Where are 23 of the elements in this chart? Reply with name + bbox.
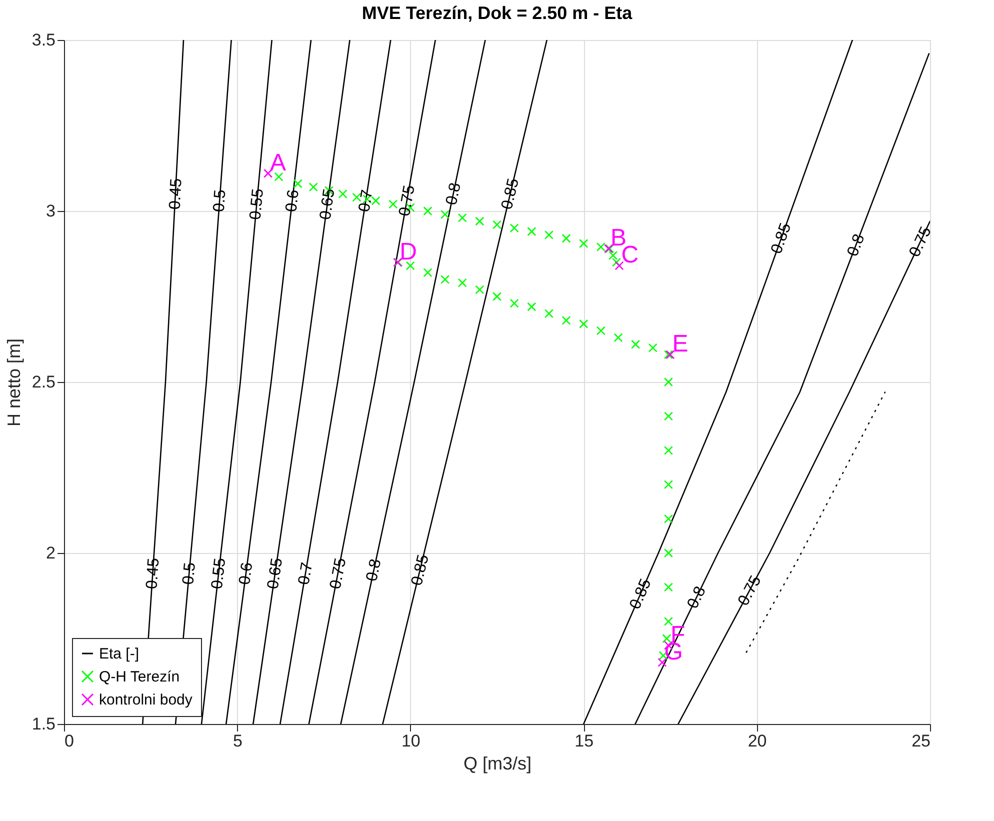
x-tick-label: 25 bbox=[912, 732, 930, 750]
y-tick-label: 3 bbox=[46, 202, 56, 220]
y-axis-title: H netto [m] bbox=[4, 338, 24, 427]
annotation: 0.7 bbox=[356, 188, 376, 214]
legend-label: Q-H Terezín bbox=[99, 668, 180, 686]
x-tick-label: 15 bbox=[574, 732, 594, 750]
annotation: 0.7 bbox=[296, 561, 316, 586]
data-label: E bbox=[672, 330, 688, 358]
x-axis-title: Q [m3/s] bbox=[463, 754, 532, 774]
x-tick-label: 10 bbox=[401, 732, 420, 750]
legend-label: kontrolni body bbox=[99, 692, 193, 708]
y-tick-label: 2 bbox=[46, 544, 56, 562]
x-tick-label: 0 bbox=[64, 732, 74, 750]
x-tick-label: 20 bbox=[748, 732, 767, 750]
legend-label: Eta [-] bbox=[99, 646, 140, 662]
chart-title: MVE Terezín, Dok = 2.50 m - Eta bbox=[362, 3, 634, 23]
data-label: A bbox=[270, 149, 286, 176]
data-label: D bbox=[400, 238, 417, 266]
y-tick-label: 2.5 bbox=[32, 372, 56, 392]
x-tick-label: 5 bbox=[232, 732, 242, 750]
y-tick-label: 3.5 bbox=[32, 30, 56, 50]
y-tick-label: 1.5 bbox=[32, 714, 56, 734]
annotation: 0.5 bbox=[210, 188, 230, 212]
